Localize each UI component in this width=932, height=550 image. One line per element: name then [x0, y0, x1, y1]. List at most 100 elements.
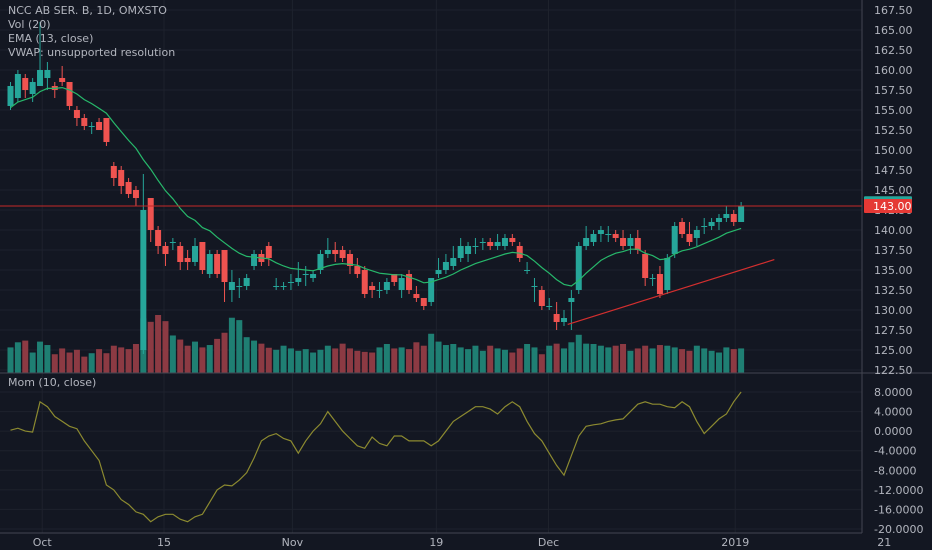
candle[interactable]	[383, 278, 390, 294]
candle[interactable]	[125, 178, 132, 198]
candle-body[interactable]	[649, 278, 656, 279]
candle[interactable]	[147, 198, 154, 242]
legend-volume[interactable]: Vol (20)	[8, 18, 51, 31]
legend-symbol[interactable]: NCC AB SER. B, 1D, OMXSTO	[8, 4, 167, 17]
candle-body[interactable]	[22, 78, 29, 90]
candle-body[interactable]	[273, 286, 280, 287]
momentum-axis[interactable]: 8.0000 4.0000 0.0000 -4.0000 -8.0000 -12.0000…	[874, 386, 923, 536]
candle[interactable]	[715, 214, 722, 230]
candle[interactable]	[14, 70, 21, 102]
candle-body[interactable]	[214, 254, 221, 274]
candle[interactable]	[701, 218, 708, 234]
candle[interactable]	[339, 246, 346, 262]
candle[interactable]	[251, 250, 258, 270]
candle[interactable]	[723, 206, 730, 222]
candle[interactable]	[472, 238, 479, 254]
candle-body[interactable]	[59, 78, 66, 82]
candle[interactable]	[494, 234, 501, 250]
candle-body[interactable]	[7, 86, 14, 106]
candle[interactable]	[450, 246, 457, 270]
candle-body[interactable]	[243, 278, 250, 286]
candle[interactable]	[479, 238, 486, 250]
candle[interactable]	[81, 114, 88, 130]
candle[interactable]	[679, 218, 686, 238]
candle-body[interactable]	[442, 262, 449, 270]
candle[interactable]	[391, 274, 398, 286]
candle-body[interactable]	[44, 70, 51, 78]
candle[interactable]	[236, 278, 243, 298]
candle[interactable]	[465, 242, 472, 262]
candle-body[interactable]	[457, 246, 464, 258]
legend-vwap[interactable]: VWAP: unsupported resolution	[8, 46, 176, 59]
candle-body[interactable]	[686, 234, 693, 242]
candle[interactable]	[140, 174, 147, 354]
momentum-pane[interactable]	[10, 391, 742, 523]
candle-body[interactable]	[221, 250, 228, 282]
candle[interactable]	[177, 242, 184, 270]
candle-body[interactable]	[590, 234, 597, 242]
candle[interactable]	[627, 234, 634, 254]
candle-body[interactable]	[37, 70, 44, 86]
candle-body[interactable]	[376, 290, 383, 291]
candle-body[interactable]	[605, 234, 612, 235]
candle-body[interactable]	[568, 298, 575, 302]
candle-body[interactable]	[236, 286, 243, 287]
candle[interactable]	[273, 278, 280, 290]
candle[interactable]	[376, 282, 383, 298]
candle[interactable]	[487, 238, 494, 250]
candle[interactable]	[501, 234, 508, 250]
candle-body[interactable]	[501, 238, 508, 246]
candle[interactable]	[37, 22, 44, 86]
candle[interactable]	[553, 302, 560, 330]
candle-body[interactable]	[125, 182, 132, 194]
candle[interactable]	[132, 186, 139, 206]
candle-body[interactable]	[73, 110, 80, 118]
candle[interactable]	[686, 222, 693, 246]
candle-body[interactable]	[627, 238, 634, 246]
candle[interactable]	[214, 250, 221, 278]
candle-body[interactable]	[110, 166, 117, 178]
candle-body[interactable]	[472, 246, 479, 247]
candle-body[interactable]	[730, 214, 737, 222]
momentum-line[interactable]	[10, 391, 742, 523]
candle[interactable]	[302, 266, 309, 286]
candle[interactable]	[243, 274, 250, 290]
candle-body[interactable]	[155, 230, 162, 246]
candle-body[interactable]	[192, 246, 198, 262]
candle-body[interactable]	[679, 222, 686, 234]
legend-ema[interactable]: EMA (13, close)	[8, 32, 94, 45]
candle-body[interactable]	[575, 246, 582, 290]
candle[interactable]	[103, 118, 110, 146]
candle-body[interactable]	[29, 82, 36, 94]
candle-body[interactable]	[406, 274, 413, 290]
candle-body[interactable]	[516, 246, 523, 258]
candle-body[interactable]	[280, 286, 287, 287]
candle-body[interactable]	[465, 246, 472, 254]
candle-body[interactable]	[656, 274, 663, 294]
candle-body[interactable]	[671, 226, 678, 254]
candle[interactable]	[88, 122, 95, 134]
candle[interactable]	[346, 250, 353, 274]
time-axis[interactable]: Oct 15 Nov 19 Dec 2019 21	[33, 536, 892, 549]
candle-body[interactable]	[199, 242, 206, 270]
candle[interactable]	[605, 226, 612, 242]
candle-body[interactable]	[118, 170, 125, 186]
candle-body[interactable]	[583, 238, 590, 246]
candle-body[interactable]	[723, 214, 730, 218]
candle-body[interactable]	[546, 306, 553, 307]
candle[interactable]	[516, 242, 523, 262]
candle-body[interactable]	[612, 234, 619, 238]
candle[interactable]	[583, 226, 590, 250]
candle[interactable]	[693, 226, 700, 246]
candle[interactable]	[575, 242, 582, 294]
candle[interactable]	[398, 274, 405, 298]
candle[interactable]	[96, 118, 103, 130]
legend-momentum[interactable]: Mom (10, close)	[8, 376, 97, 389]
candle[interactable]	[155, 226, 162, 254]
candle-body[interactable]	[391, 274, 398, 282]
candle[interactable]	[413, 286, 420, 302]
candle-body[interactable]	[738, 206, 745, 222]
candle-body[interactable]	[634, 238, 641, 250]
candle[interactable]	[671, 222, 678, 258]
candle[interactable]	[435, 258, 442, 278]
